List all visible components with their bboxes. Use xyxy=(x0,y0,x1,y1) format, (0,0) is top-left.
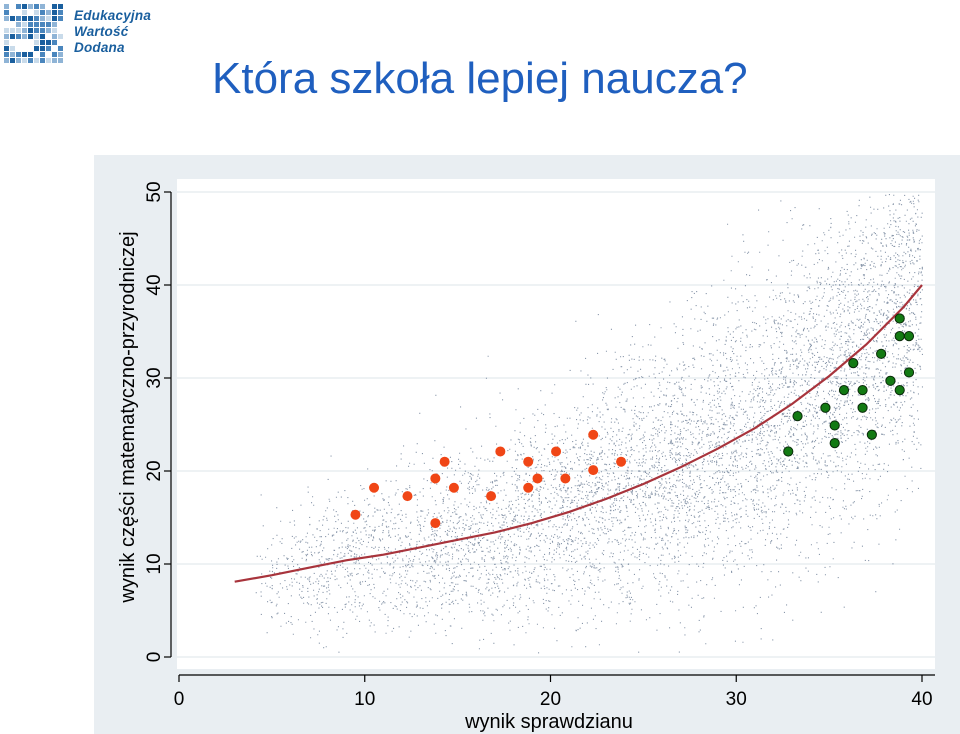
low-school-point-10 xyxy=(523,456,534,467)
high-school-point-2 xyxy=(820,402,831,413)
low-school-point-11 xyxy=(532,473,543,484)
low-school-point-2 xyxy=(402,491,413,502)
trend-line xyxy=(234,284,923,583)
background-scatter xyxy=(255,194,923,654)
chart-frame: 0 10 20 30 40 wynik sprawdzianu 0 10 20 30 40 50 wyn… xyxy=(94,155,960,734)
low-school-point-9 xyxy=(523,482,534,493)
low-school-point-15 xyxy=(588,429,599,440)
y-tick-label-40: 40 xyxy=(144,274,165,295)
high-school-point-11 xyxy=(885,375,896,386)
high-school-point-6 xyxy=(848,358,859,369)
logo-text: Edukacyjna Wartość Dodana xyxy=(74,8,151,56)
x-tick-label-20: 20 xyxy=(540,689,561,710)
high-school-point-5 xyxy=(838,384,850,396)
low-school-point-4 xyxy=(430,473,441,484)
high-school-point-13 xyxy=(894,331,905,342)
high-school-point-8 xyxy=(857,384,868,396)
logo-line-3: Dodana xyxy=(74,40,125,55)
high-school-point-14 xyxy=(894,384,905,396)
x-axis-label: wynik sprawdzianu xyxy=(464,711,633,733)
low-school-point-6 xyxy=(448,482,459,493)
y-tick-label-30: 30 xyxy=(144,367,165,388)
low-school-point-16 xyxy=(616,456,627,467)
low-school-point-14 xyxy=(588,465,599,476)
high-school-point-12 xyxy=(894,313,905,324)
grid xyxy=(177,191,935,658)
series-1 xyxy=(783,313,915,457)
low-school-point-7 xyxy=(486,491,497,502)
y-axis-label: wynik części matematyczno-przyrodniczej xyxy=(117,231,139,603)
x-tick-label-10: 10 xyxy=(354,689,375,710)
x-tick-label-30: 30 xyxy=(726,689,747,710)
high-school-point-7 xyxy=(857,402,868,413)
low-school-point-0 xyxy=(350,509,361,520)
high-school-point-3 xyxy=(829,438,840,449)
logo-grid-icon xyxy=(4,4,63,63)
x-tick-label-40: 40 xyxy=(911,689,932,710)
logo-line-1: Edukacyjna xyxy=(74,8,152,23)
y-tick-label-10: 10 xyxy=(144,553,165,574)
high-school-point-0 xyxy=(783,446,794,457)
high-school-point-4 xyxy=(829,420,840,431)
page-title: Która szkoła lepiej naucza? xyxy=(212,54,748,103)
y-tick-label-50: 50 xyxy=(144,181,165,202)
low-school-point-8 xyxy=(495,446,506,457)
low-school-point-12 xyxy=(551,446,562,457)
high-school-point-16 xyxy=(903,367,915,378)
x-tick-label-0: 0 xyxy=(174,689,185,710)
high-school-point-15 xyxy=(903,331,915,342)
low-school-point-5 xyxy=(439,456,450,467)
logo-line-2: Wartość xyxy=(74,24,129,39)
logo: Edukacyjna Wartość Dodana xyxy=(4,2,164,64)
low-school-point-1 xyxy=(369,482,380,493)
y-tick-label-20: 20 xyxy=(144,460,165,481)
high-school-point-10 xyxy=(876,348,887,359)
high-school-point-9 xyxy=(866,429,877,440)
scatter-chart: 0 10 20 30 40 wynik sprawdzianu 0 10 20 30 40 50 wyn… xyxy=(117,179,935,733)
y-tick-label-0: 0 xyxy=(144,652,165,663)
plot-area xyxy=(177,179,935,669)
high-school-point-1 xyxy=(792,411,803,422)
low-school-point-3 xyxy=(430,518,441,529)
low-school-point-13 xyxy=(560,473,571,484)
series-0 xyxy=(350,429,627,529)
